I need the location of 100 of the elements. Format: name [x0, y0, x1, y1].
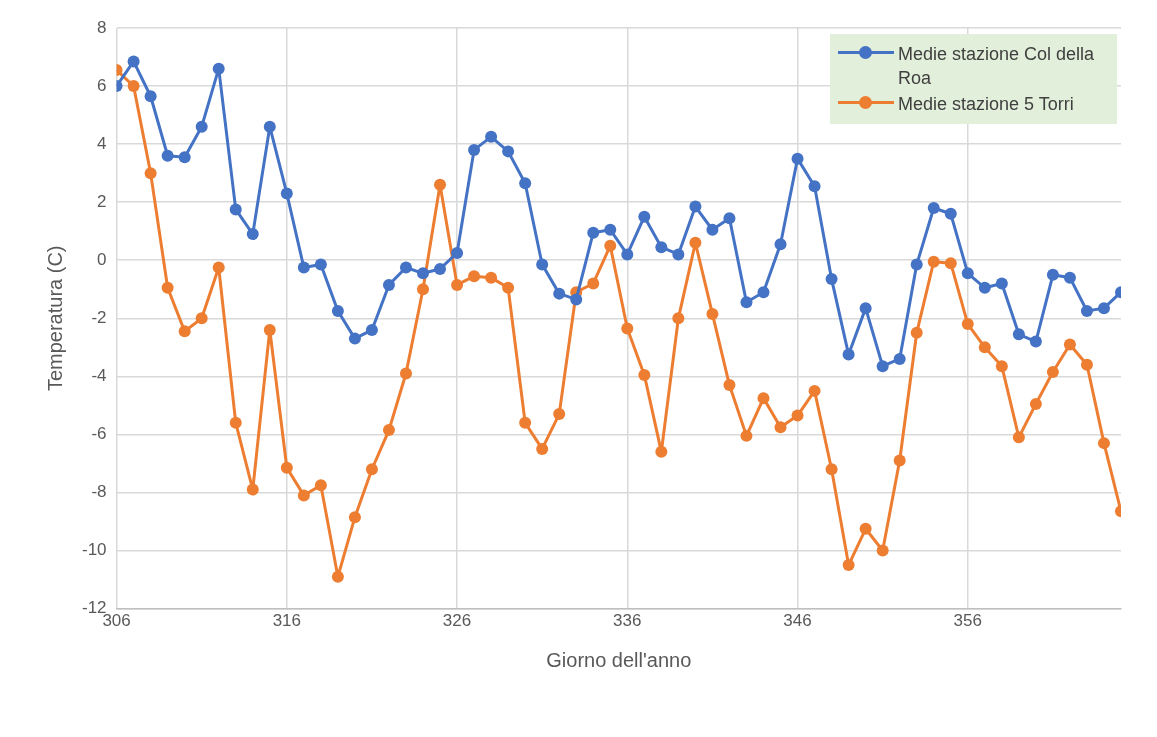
point [825, 463, 838, 476]
y-tick-label: 6 [97, 75, 107, 95]
x-tick-label: 326 [442, 611, 472, 631]
point [263, 120, 276, 133]
point [604, 239, 617, 252]
point [485, 130, 498, 143]
point [808, 180, 821, 193]
point [791, 152, 804, 165]
point [536, 258, 549, 271]
point [927, 255, 940, 268]
point [365, 463, 378, 476]
point [178, 325, 191, 338]
point [468, 270, 481, 283]
point [876, 544, 889, 557]
point [1046, 366, 1059, 379]
point [434, 262, 447, 275]
point [382, 278, 395, 291]
point [1029, 397, 1042, 410]
point [365, 323, 378, 336]
point [468, 143, 481, 156]
point [723, 212, 736, 225]
point [195, 120, 208, 133]
point [178, 151, 191, 164]
point [978, 281, 991, 294]
point [740, 296, 753, 309]
point [519, 177, 532, 190]
y-tick-label: 8 [97, 17, 107, 37]
point [570, 293, 583, 306]
point [621, 248, 634, 261]
point [417, 283, 430, 296]
point [212, 261, 225, 274]
point [587, 277, 600, 290]
point [893, 352, 906, 365]
point [297, 261, 310, 274]
point [825, 273, 838, 286]
point [553, 287, 566, 300]
x-tick-label: 346 [783, 611, 812, 631]
point [859, 302, 872, 315]
point [638, 210, 651, 223]
point [944, 207, 957, 220]
point [672, 312, 685, 325]
point [842, 559, 855, 572]
point [587, 226, 600, 239]
point [382, 424, 395, 437]
point [1012, 328, 1025, 341]
point [314, 258, 327, 271]
point [961, 267, 974, 280]
x-axis-title: Giorno dell'anno [546, 648, 692, 671]
y-tick-label: 2 [97, 191, 107, 211]
point [910, 326, 923, 339]
point [1097, 302, 1110, 315]
point [399, 367, 412, 380]
point [263, 323, 276, 336]
legend-label: Medie stazione 5 Torri [898, 93, 1074, 116]
x-tick-label: 316 [272, 611, 301, 631]
point [502, 145, 515, 158]
legend-label: Medie stazione Col della Roa [898, 43, 1096, 90]
y-tick-label: 0 [97, 249, 107, 269]
point [961, 318, 974, 331]
point [161, 281, 174, 294]
point [740, 429, 753, 442]
point [723, 379, 736, 392]
point [995, 360, 1008, 373]
point [757, 286, 770, 299]
point [1080, 358, 1093, 371]
point [127, 55, 140, 68]
point [536, 442, 549, 455]
point [1097, 437, 1110, 450]
point [229, 416, 242, 429]
point [1080, 305, 1093, 318]
point [553, 408, 566, 421]
point [791, 409, 804, 422]
point [859, 522, 872, 535]
y-axis-title: Temperatura (C) [43, 245, 66, 392]
point [280, 187, 293, 200]
point [485, 271, 498, 284]
point [348, 332, 361, 345]
point [910, 258, 923, 271]
point [842, 348, 855, 361]
point [127, 80, 140, 93]
y-tick-label: 4 [97, 133, 107, 153]
point [808, 384, 821, 397]
point [144, 167, 157, 180]
x-tick-label: 356 [953, 611, 982, 631]
point [1046, 268, 1059, 281]
point [451, 278, 464, 291]
point [1063, 271, 1076, 284]
point [297, 489, 310, 502]
point [774, 421, 787, 434]
y-tick-label: -2 [91, 307, 107, 327]
point [689, 200, 702, 213]
point [655, 241, 668, 254]
point [451, 246, 464, 259]
point [229, 203, 242, 216]
point [995, 277, 1008, 290]
point [144, 90, 157, 103]
point [672, 248, 685, 261]
point [417, 267, 430, 280]
point [314, 479, 327, 492]
point [757, 392, 770, 405]
